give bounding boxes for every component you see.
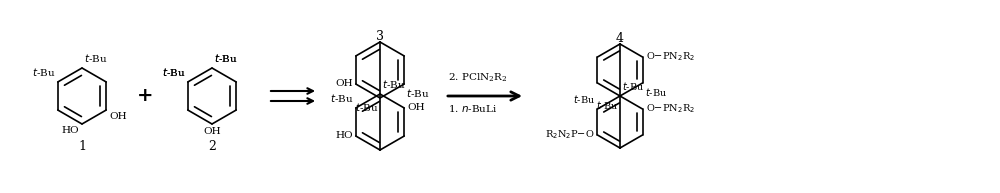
Text: $t$-Bu: $t$-Bu — [406, 87, 430, 99]
Text: 2: 2 — [208, 140, 216, 152]
Text: $t$-Bu: $t$-Bu — [622, 80, 644, 92]
Text: $t$-Bu: $t$-Bu — [355, 101, 378, 113]
Text: $t$-Bu: $t$-Bu — [596, 99, 618, 111]
Text: OH: OH — [109, 112, 127, 121]
Text: +: + — [137, 87, 153, 105]
Text: OH: OH — [335, 80, 353, 89]
Text: $t$-Bu: $t$-Bu — [382, 78, 405, 90]
Text: $t$-Bu: $t$-Bu — [645, 86, 667, 98]
Text: $t$-Bu: $t$-Bu — [162, 66, 186, 78]
Text: $t$-Bu: $t$-Bu — [573, 93, 595, 105]
Text: OH: OH — [407, 103, 425, 113]
Text: $t$-Bu: $t$-Bu — [162, 66, 186, 78]
Text: HO: HO — [61, 126, 79, 135]
Text: 1. $n$-BuLi: 1. $n$-BuLi — [448, 102, 497, 113]
Text: 1: 1 — [78, 140, 86, 152]
Text: R$_2$N$_2$P$-$O: R$_2$N$_2$P$-$O — [545, 129, 594, 141]
Text: HO: HO — [335, 131, 353, 141]
Text: 3: 3 — [376, 30, 384, 42]
Text: $t$-Bu: $t$-Bu — [84, 52, 107, 64]
Text: $t$-Bu: $t$-Bu — [330, 92, 354, 104]
Text: OH: OH — [203, 127, 221, 136]
Text: O$-$PN$_2$R$_2$: O$-$PN$_2$R$_2$ — [646, 103, 695, 115]
Text: 4: 4 — [616, 31, 624, 45]
Text: $t$-Bu: $t$-Bu — [32, 66, 56, 78]
Text: O$-$PN$_2$R$_2$: O$-$PN$_2$R$_2$ — [646, 51, 695, 63]
Text: 2. PCl$\mathregular{N_2R_2}$: 2. PCl$\mathregular{N_2R_2}$ — [448, 72, 507, 84]
Text: $t$-Bu: $t$-Bu — [214, 52, 237, 64]
Text: $t$-Bu: $t$-Bu — [214, 52, 237, 64]
